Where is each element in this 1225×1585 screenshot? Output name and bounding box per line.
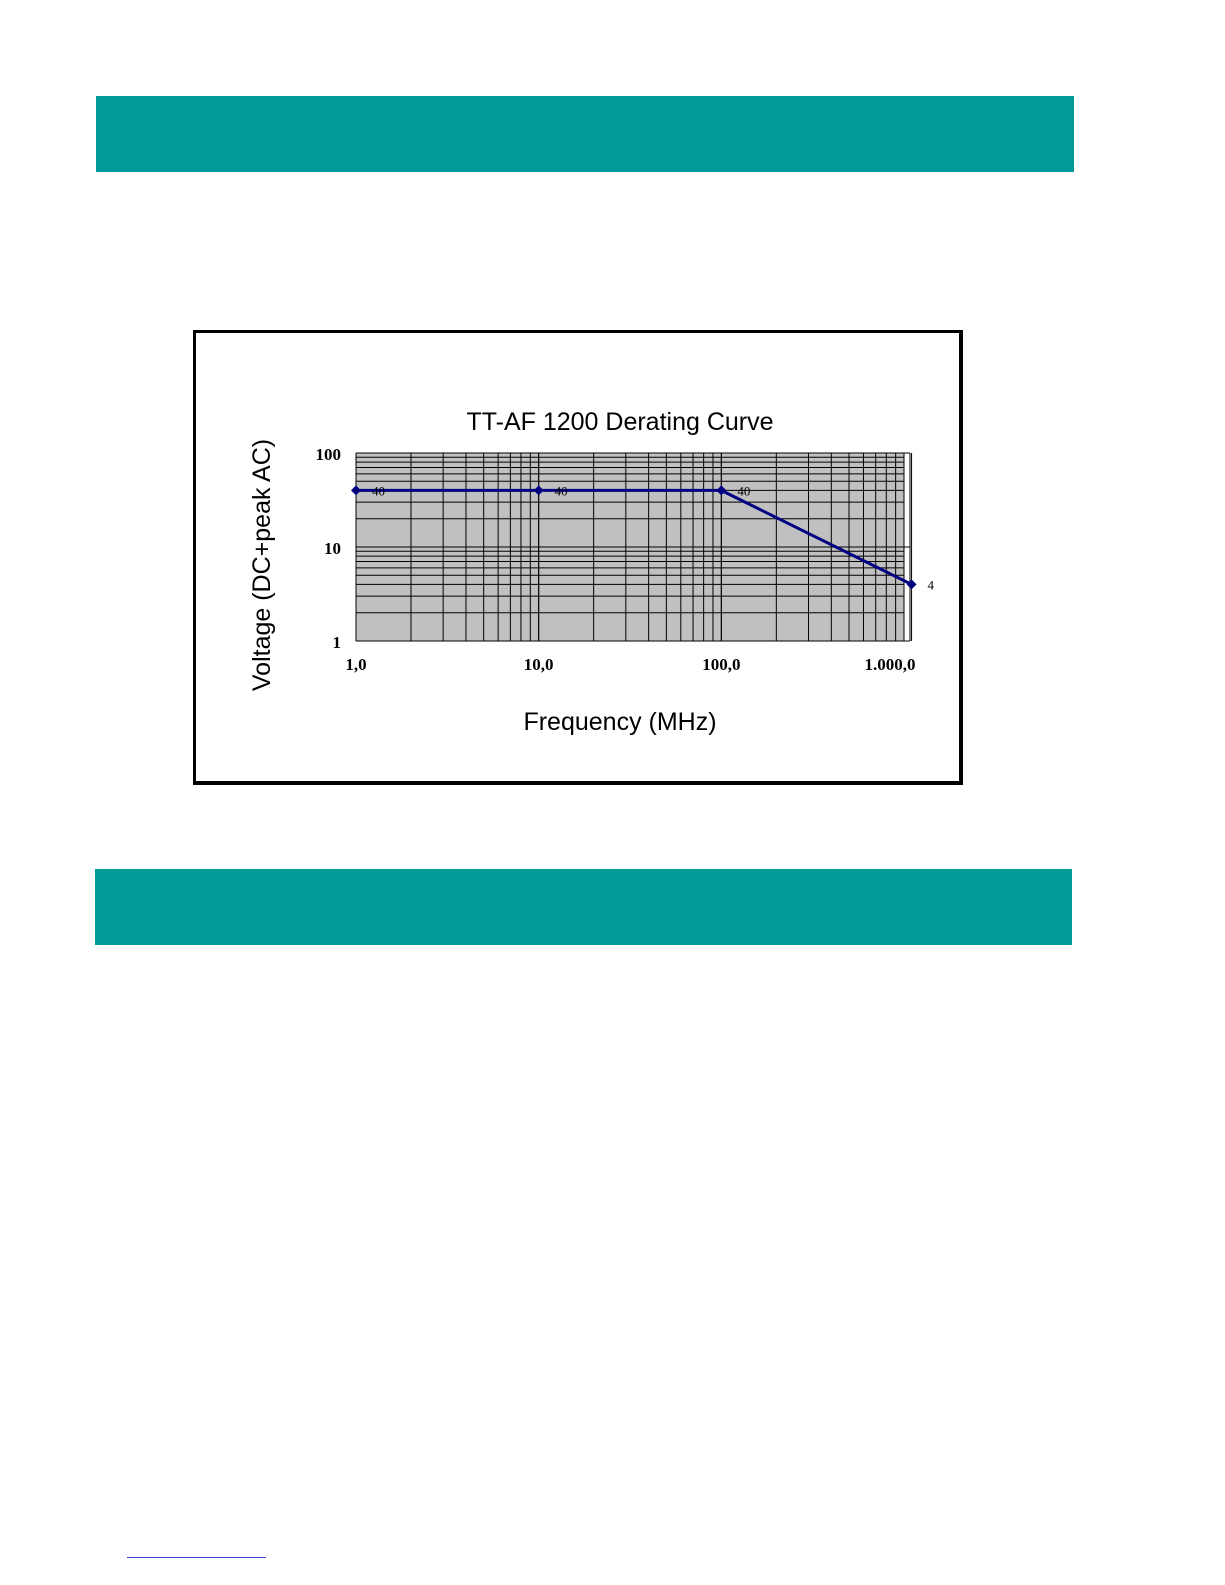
header-band-bottom [95,869,1072,945]
footer-link-underline [127,1557,266,1558]
chart-frame [193,330,963,785]
header-band-top [96,96,1074,172]
